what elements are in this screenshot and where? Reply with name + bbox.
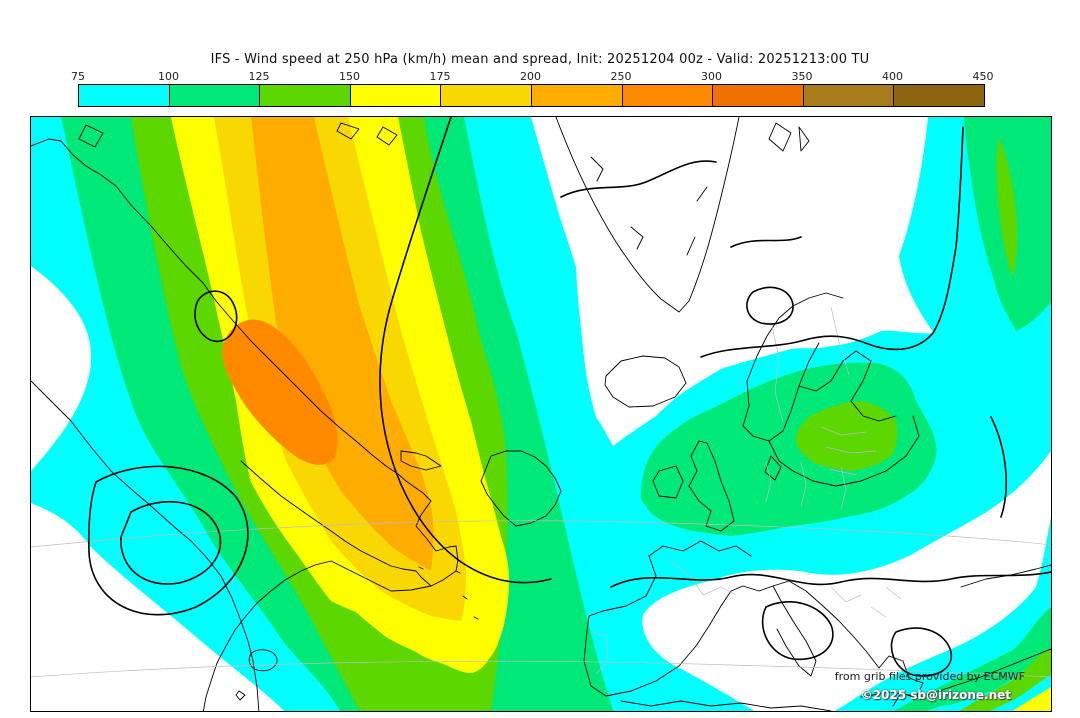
spread-contours bbox=[88, 117, 1051, 677]
colorbar-tick-label: 400 bbox=[882, 70, 903, 83]
attribution-source: from grib files provided by ECMWF bbox=[834, 670, 1025, 683]
colorbar: 75 100 125 150 175 200 250 300 350 400 450 bbox=[0, 0, 1080, 110]
page-title: IFS - Wind speed at 250 hPa (km/h) mean … bbox=[210, 52, 870, 67]
colorbar-tick-label: 100 bbox=[158, 70, 179, 83]
attribution-copyright: ©2025 sb@irizone.net bbox=[860, 688, 1011, 702]
colorbar-tick-label: 250 bbox=[610, 70, 632, 83]
wind-fill-orange-core bbox=[222, 319, 338, 465]
colorbar-segment bbox=[894, 85, 984, 106]
colorbar-tick-label: 200 bbox=[520, 70, 541, 83]
map-canvas: from grib files provided by ECMWF ©2025 … bbox=[30, 116, 1052, 712]
wind-fill-amber-jet bbox=[251, 117, 434, 571]
colorbar-segment bbox=[169, 85, 261, 106]
wind-fill-yellow-africa-corner bbox=[1012, 687, 1051, 711]
colorbar-tick-label: 300 bbox=[701, 70, 722, 83]
colorbar-segment bbox=[79, 85, 170, 106]
colorbar-bar bbox=[78, 84, 985, 107]
colorbar-segment bbox=[350, 85, 442, 106]
wind-fill-chartreuse-right-sliver bbox=[996, 137, 1018, 277]
white-region-left-notch bbox=[31, 266, 92, 471]
colorbar-tick-label: 350 bbox=[791, 70, 813, 83]
country-borders bbox=[31, 306, 1051, 678]
colorbar-tick-label: 75 bbox=[71, 70, 85, 83]
colorbar-segment bbox=[622, 85, 714, 106]
white-region-arctic bbox=[531, 117, 934, 446]
white-region-bottom-left bbox=[31, 503, 285, 711]
colorbar-tick-label: 150 bbox=[339, 70, 360, 83]
colorbar-segment bbox=[713, 85, 804, 106]
colorbar-segment bbox=[803, 85, 895, 106]
wind-fill-green-africa-band bbox=[894, 607, 1051, 711]
wind-map-svg bbox=[31, 117, 1051, 711]
colorbar-segment bbox=[531, 85, 623, 106]
colorbar-tick-label: 450 bbox=[972, 70, 994, 83]
wind-fill-chartreuse-africa bbox=[959, 647, 1051, 711]
colorbar-segment bbox=[260, 85, 351, 106]
colorbar-tick-label: 175 bbox=[429, 70, 451, 83]
colorbar-segment bbox=[441, 85, 532, 106]
colorbar-tick-label: 125 bbox=[248, 70, 270, 83]
